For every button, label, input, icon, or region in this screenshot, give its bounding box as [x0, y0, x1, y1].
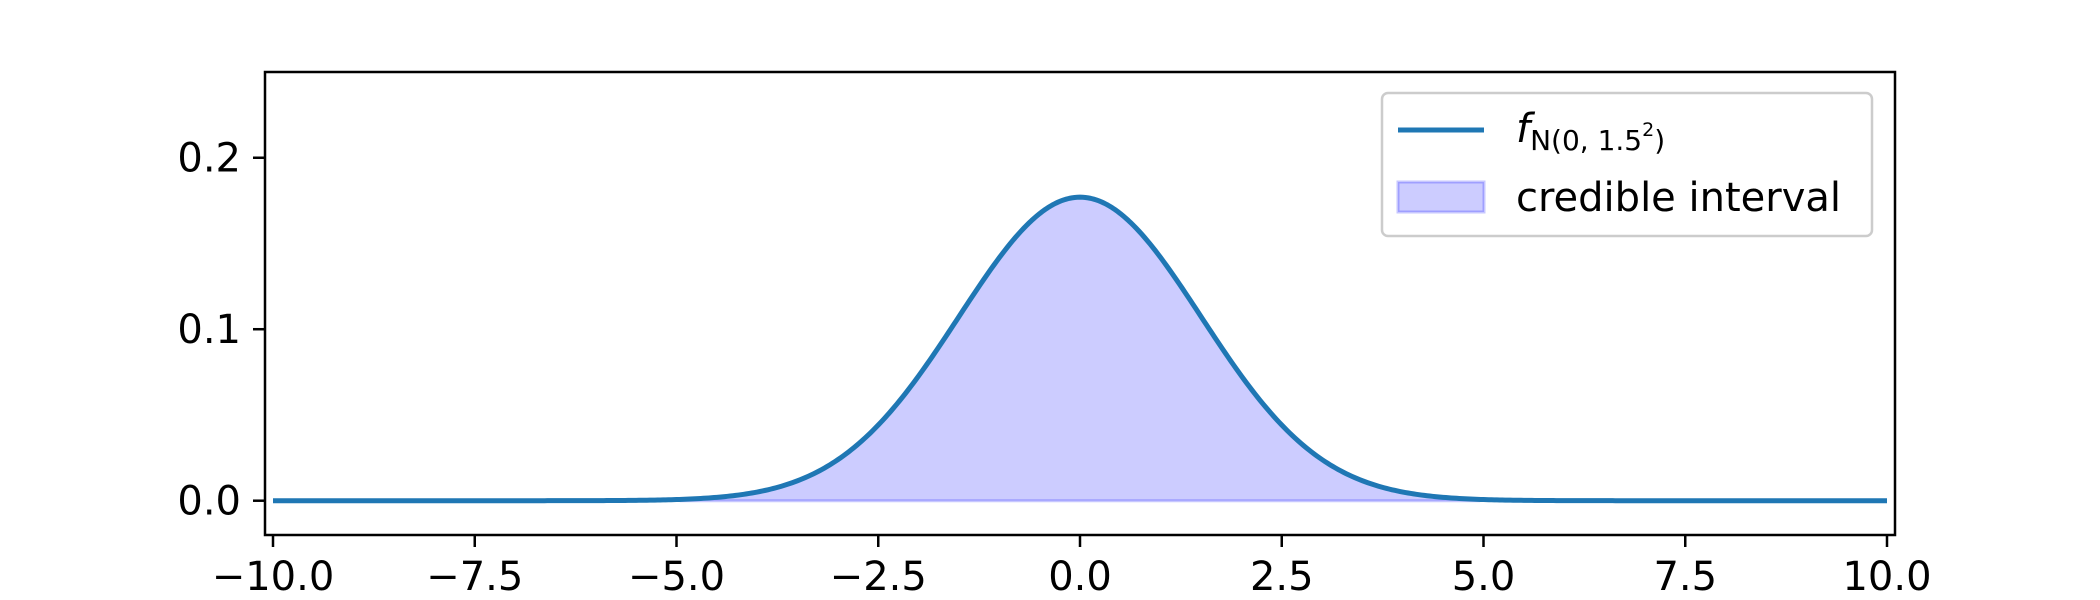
legend-box [1380, 91, 1874, 238]
y-tick-label: 0.2 [177, 136, 241, 182]
x-tick-label: 5.0 [1452, 554, 1516, 600]
legend: fN(0, 1.52)credible interval [1380, 91, 1874, 238]
x-tick-label: 10.0 [1842, 554, 1931, 600]
x-tick-label: 7.5 [1653, 554, 1717, 600]
legend-fill-swatch [1396, 180, 1486, 214]
legend-label-credible-interval: credible interval [1516, 175, 1841, 221]
x-tick-label: −2.5 [830, 554, 927, 600]
density-curve-line [273, 194, 1887, 504]
x-tick-label: −7.5 [426, 554, 523, 600]
x-tick-label: −5.0 [628, 554, 725, 600]
x-tick-label: 2.5 [1250, 554, 1314, 600]
plot-area [263, 70, 1897, 537]
y-tick-label: 0.1 [177, 307, 241, 353]
x-tick-label: −10.0 [212, 554, 335, 600]
x-axis: −10.0 −7.5 −5.0 −2.5 0.0 2.5 5.0 7.5 10.0 [212, 535, 1932, 600]
y-tick-label: 0.0 [177, 479, 241, 525]
x-tick-label: 0.0 [1048, 554, 1112, 600]
y-axis: 0.0 0.1 0.2 [177, 136, 265, 525]
